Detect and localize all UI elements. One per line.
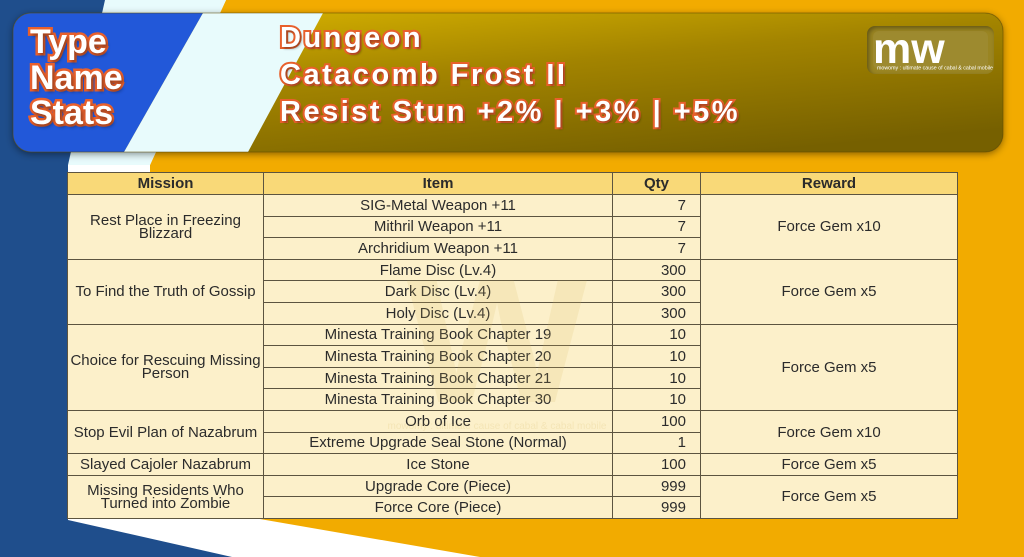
svg-text:mowomy : ultimate cause of cab: mowomy : ultimate cause of cabal & cabal… bbox=[877, 65, 993, 71]
